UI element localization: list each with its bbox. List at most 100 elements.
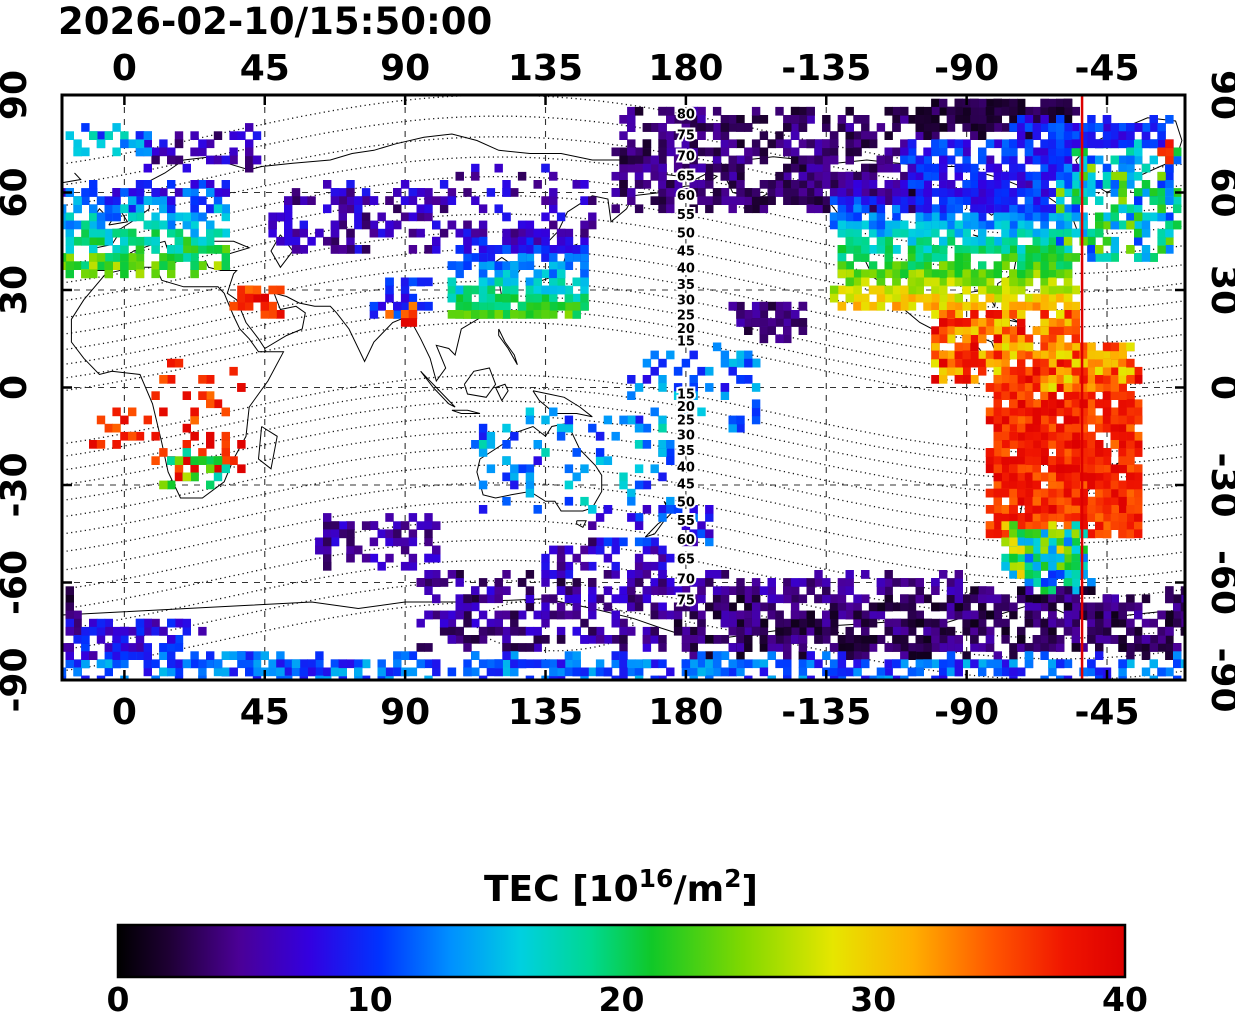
data-cell — [720, 358, 730, 368]
data-cell — [237, 464, 246, 474]
data-cell — [1056, 440, 1065, 449]
data-cell — [572, 245, 581, 254]
data-cell — [112, 261, 121, 270]
data-cell — [946, 139, 956, 149]
data-cell — [1048, 106, 1057, 116]
data-cell — [1032, 245, 1041, 254]
data-cell — [1032, 188, 1041, 197]
data-cell — [697, 188, 706, 197]
data-cell — [1056, 269, 1065, 279]
data-cell — [970, 188, 979, 197]
data-cell — [1001, 326, 1010, 335]
data-cell — [1040, 415, 1049, 425]
data-cell — [354, 204, 363, 214]
data-cell — [1095, 375, 1104, 384]
data-cell — [1001, 155, 1010, 165]
data-cell — [837, 269, 847, 279]
data-cell — [1157, 212, 1166, 222]
data-cell — [1071, 505, 1080, 514]
data-cell — [252, 131, 262, 140]
data-cell — [198, 375, 207, 384]
data-cell — [556, 261, 566, 270]
data-cell — [1032, 180, 1041, 189]
data-cell — [361, 220, 371, 230]
data-cell — [65, 236, 74, 246]
data-cell — [1102, 220, 1112, 230]
data-cell — [1071, 570, 1080, 579]
data-cell — [564, 301, 574, 311]
data-cell — [767, 188, 776, 197]
data-cell — [268, 301, 277, 311]
data-cell — [1024, 496, 1034, 506]
data-cell — [1079, 342, 1088, 352]
data-cell — [1032, 115, 1041, 124]
data-cell — [900, 147, 909, 157]
data-cell — [1071, 586, 1080, 595]
data-cell — [939, 277, 948, 287]
data-cell — [89, 236, 98, 246]
data-cell — [213, 399, 223, 409]
data-cell — [907, 261, 917, 270]
data-cell — [970, 106, 979, 116]
data-cell — [1009, 139, 1018, 149]
data-cell — [1024, 155, 1034, 165]
data-cell — [1001, 123, 1010, 132]
data-cell — [642, 155, 652, 165]
data-cell — [1009, 98, 1018, 108]
data-cell — [354, 212, 363, 222]
data-cell — [167, 253, 176, 262]
data-cell — [346, 228, 355, 238]
data-cell — [627, 391, 636, 400]
data-cell — [744, 155, 753, 165]
data-cell — [993, 448, 1002, 457]
data-cell — [1024, 293, 1034, 303]
coastline-path — [476, 422, 603, 512]
data-cell — [1017, 529, 1026, 539]
data-cell — [1079, 180, 1088, 189]
data-cell — [151, 212, 160, 222]
data-cell — [167, 456, 176, 465]
data-cell — [1134, 375, 1143, 384]
data-cell — [1071, 545, 1080, 555]
data-cell — [1071, 553, 1080, 563]
data-cell — [689, 106, 698, 116]
data-cell — [447, 293, 457, 303]
data-cell — [1118, 375, 1127, 384]
data-cell — [502, 310, 511, 319]
data-cell — [104, 212, 113, 222]
data-cell — [1095, 350, 1104, 360]
data-cell — [978, 155, 987, 165]
data-cell — [1126, 131, 1135, 140]
data-cell — [954, 171, 963, 181]
data-cell — [689, 115, 698, 124]
data-cell — [751, 310, 761, 319]
data-cell — [634, 553, 644, 563]
data-cell — [993, 196, 1002, 205]
data-cell — [307, 236, 316, 246]
data-cell — [1048, 399, 1057, 409]
data-cell — [408, 212, 418, 222]
data-cell — [159, 147, 168, 157]
data-cell — [159, 480, 168, 490]
data-cell — [1056, 228, 1065, 238]
data-cell — [89, 188, 98, 197]
data-cell — [1056, 561, 1065, 571]
data-cell — [939, 163, 948, 173]
data-cell — [486, 301, 496, 311]
data-cell — [1157, 139, 1166, 149]
data-cell — [167, 358, 176, 368]
data-cell — [1102, 505, 1112, 514]
data-cell — [455, 310, 464, 319]
data-cell — [1009, 496, 1018, 506]
data-cell — [923, 188, 932, 197]
data-cell — [221, 204, 230, 214]
data-cell — [1032, 456, 1041, 465]
data-cell — [915, 123, 924, 132]
data-cell — [1001, 553, 1010, 563]
data-cell — [245, 139, 254, 149]
data-cell — [213, 204, 223, 214]
data-cell — [151, 196, 160, 205]
data-cell — [603, 456, 613, 465]
data-cell — [1110, 171, 1119, 181]
data-cell — [533, 440, 542, 449]
